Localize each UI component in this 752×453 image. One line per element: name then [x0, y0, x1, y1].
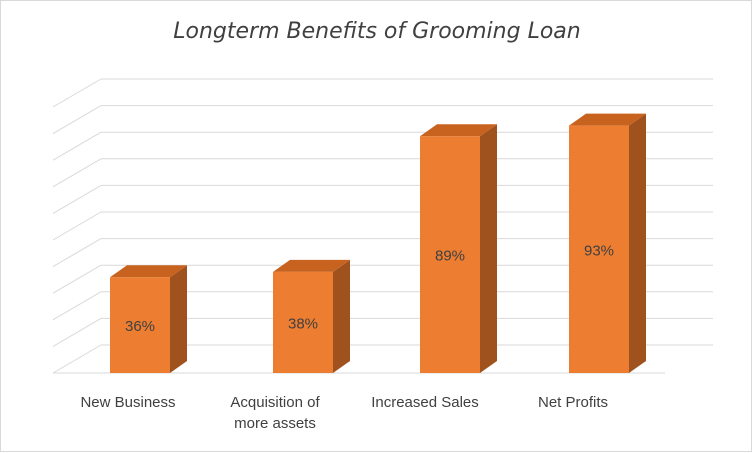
category-label: Acquisition of more assets [205, 392, 345, 434]
category-label-line: more assets [234, 415, 316, 432]
category-label-line: Net Profits [537, 394, 609, 411]
category-label-line: Increased Sales [371, 394, 479, 411]
data-label: 93% [584, 242, 614, 259]
chart-title: Longterm Benefits of Grooming Loan [173, 19, 581, 44]
gridline-side [52, 158, 102, 188]
data-label: 38% [288, 315, 318, 332]
gridline-side [52, 291, 102, 321]
gridline-side [52, 78, 102, 108]
category-label-line: Acquisition of [230, 394, 320, 411]
data-label: 36% [125, 318, 155, 335]
gridline-side [52, 211, 102, 241]
bar-side [170, 265, 187, 373]
bar: 93% [569, 113, 646, 374]
category-label: Net Profits [503, 392, 643, 413]
gridline-side [52, 184, 102, 214]
gridline-side [52, 238, 102, 268]
category-label-line: New Business [80, 394, 176, 411]
bar-front [420, 136, 480, 373]
bar: 38% [273, 259, 350, 373]
gridline-side [52, 317, 102, 347]
bar-side [629, 113, 646, 374]
bar: 89% [420, 124, 497, 373]
bar-front [273, 271, 333, 373]
bar-front [569, 125, 629, 374]
bar-side [333, 259, 350, 373]
bar-top [420, 124, 497, 137]
category-label: Increased Sales [355, 392, 495, 413]
bar-top [273, 259, 350, 272]
bar-side [480, 124, 497, 373]
gridline-side [52, 344, 102, 374]
gridline-side [52, 131, 102, 161]
bar-top [569, 113, 646, 126]
gridline-side [52, 105, 102, 135]
bar-front [110, 277, 170, 373]
bar: 36% [110, 265, 187, 373]
gridline-side [52, 264, 102, 294]
category-label: New Business [58, 392, 198, 413]
data-label: 89% [435, 248, 465, 265]
bar-top [110, 265, 187, 278]
